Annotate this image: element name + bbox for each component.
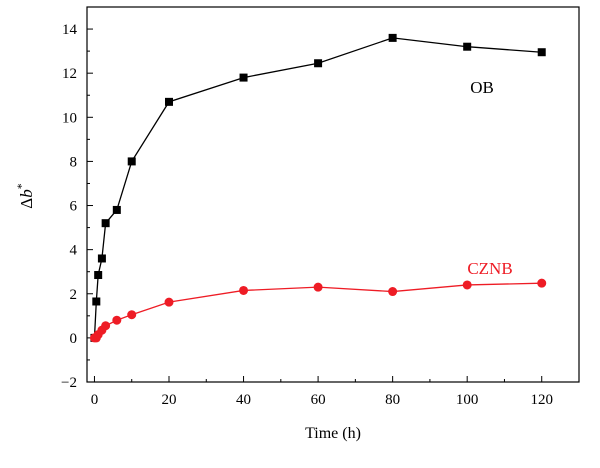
data-point-ob: [239, 73, 248, 82]
y-tick-label: 12: [62, 66, 77, 82]
x-axis-ticks: 0 20 40 60 80 100 120: [91, 376, 553, 408]
series-label-ob: OB: [470, 78, 494, 97]
data-point-ob: [388, 33, 397, 42]
plot-frame: [86, 6, 580, 383]
x-tick-label: 60: [311, 392, 326, 408]
x-tick-label: 100: [456, 392, 479, 408]
data-point-ob: [463, 42, 472, 51]
y-axis-ticks: −2 0 2 4 6 8 10 12 14: [61, 22, 93, 391]
data-point-ob: [537, 48, 546, 57]
data-point-ob: [165, 97, 173, 106]
y-tick-label: 14: [62, 22, 78, 38]
data-point-ob: [92, 297, 101, 306]
x-tick-label: 0: [91, 392, 99, 408]
y-tick-label: 10: [62, 110, 77, 126]
data-point-ob: [97, 254, 106, 263]
data-point-cznb: [164, 297, 174, 307]
data-point-cznb: [127, 310, 137, 320]
y-tick-label: 6: [70, 199, 78, 215]
series-layer: OB CZNB: [89, 33, 547, 343]
x-tick-label: 80: [385, 392, 400, 408]
y-tick-label: 4: [70, 243, 78, 259]
data-point-cznb: [101, 321, 111, 331]
x-axis-label: Time (h): [305, 425, 361, 442]
x-tick-label: 40: [236, 392, 251, 408]
data-point-cznb: [462, 280, 472, 290]
data-point-ob: [94, 271, 103, 280]
data-point-cznb: [112, 315, 122, 325]
x-tick-label: 120: [530, 392, 553, 408]
data-point-ob: [112, 205, 121, 214]
y-tick-label: 0: [70, 331, 78, 347]
data-point-ob: [314, 59, 323, 68]
y-tick-label: 8: [70, 154, 78, 170]
data-point-cznb: [388, 287, 398, 297]
x-tick-label: 20: [162, 392, 177, 408]
y-tick-label: 2: [70, 287, 78, 303]
data-point-cznb: [313, 282, 323, 292]
y-tick-label: −2: [61, 375, 77, 391]
data-point-cznb: [239, 285, 249, 295]
series-label-cznb: CZNB: [467, 259, 512, 278]
data-point-ob: [101, 219, 110, 228]
data-point-cznb: [537, 278, 547, 288]
y-axis-label: Δb*: [14, 183, 36, 208]
data-point-ob: [127, 157, 136, 166]
